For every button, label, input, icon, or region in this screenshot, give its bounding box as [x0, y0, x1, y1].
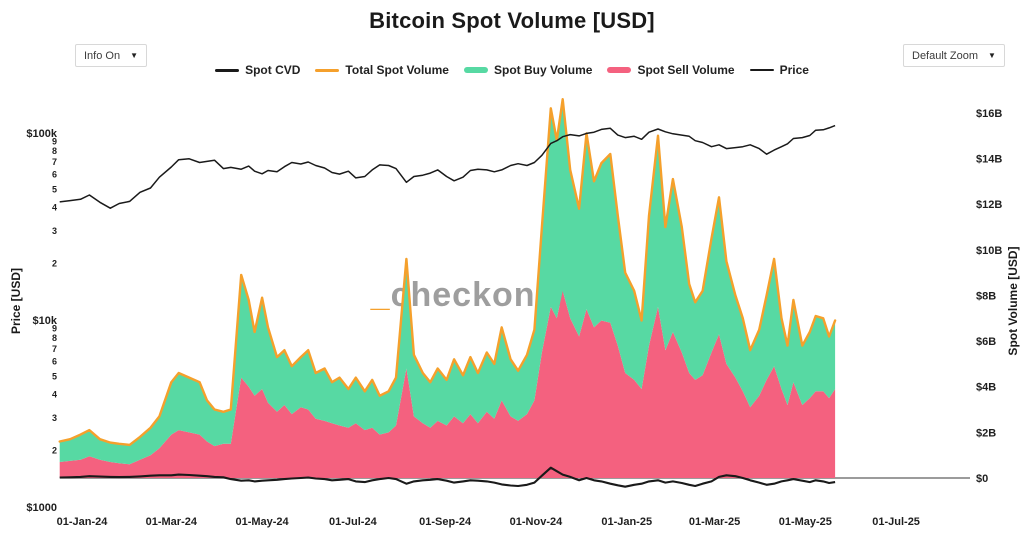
left-axis-minor-tick-label: 5 — [52, 371, 57, 381]
x-axis-tick-label: 01-Jul-24 — [329, 516, 378, 528]
legend-swatch-icon — [463, 67, 488, 73]
left-axis-minor-tick-label: 8 — [52, 333, 57, 343]
left-axis-minor-tick-label: 4 — [52, 202, 57, 212]
legend-item-label: Spot Buy Volume — [493, 63, 593, 77]
right-axis-tick-label: $6B — [976, 336, 996, 348]
legend-item-spot-cvd[interactable]: Spot CVD — [215, 63, 300, 77]
legend-swatch-icon — [749, 69, 774, 71]
right-axis-tick-label: $16B — [976, 108, 1002, 120]
spot-cvd-line — [59, 466, 836, 488]
x-axis-tick-label: 01-May-24 — [235, 516, 289, 528]
x-axis-tick-label: 01-Jan-24 — [57, 516, 109, 528]
legend-swatch-icon — [607, 67, 632, 73]
info-toggle-dropdown[interactable]: Info On ▼ — [75, 44, 147, 67]
right-axis-tick-label: $2B — [976, 427, 996, 439]
right-axis-tick-label: $8B — [976, 290, 996, 302]
x-axis-tick-label: 01-Mar-25 — [689, 516, 740, 528]
right-axis-tick-label: $12B — [976, 199, 1002, 211]
legend-item-label: Total Spot Volume — [345, 63, 449, 77]
page-title: Bitcoin Spot Volume [USD] — [369, 8, 655, 33]
left-axis-minor-tick-label: 2 — [52, 259, 57, 269]
legend-swatch-icon — [315, 68, 340, 72]
left-axis-minor-tick-label: 9 — [52, 324, 57, 334]
x-axis-tick-label: 01-Jul-25 — [872, 516, 920, 528]
x-axis-tick-label: 01-Jan-25 — [601, 516, 652, 528]
watermark-underscore: _ — [370, 276, 391, 314]
left-axis-minor-tick-label: 6 — [52, 169, 57, 179]
left-axis-tick-label: $1000 — [26, 502, 57, 514]
x-axis-tick-label: 01-May-25 — [779, 516, 832, 528]
left-axis-minor-tick-label: 9 — [52, 137, 57, 147]
x-axis-tick-label: 01-Sep-24 — [419, 516, 472, 528]
caret-down-icon: ▼ — [130, 51, 138, 60]
legend-item-price[interactable]: Price — [749, 63, 809, 77]
left-axis-minor-tick-label: 8 — [52, 146, 57, 156]
caret-down-icon: ▼ — [988, 51, 996, 60]
left-axis-tick-label: $100k — [26, 128, 57, 140]
legend-swatch-icon — [215, 68, 240, 72]
zoom-preset-dropdown[interactable]: Default Zoom ▼ — [903, 44, 1005, 67]
legend-item-label: Price — [779, 63, 809, 77]
spot-buy-volume-area — [59, 99, 836, 465]
left-axis-minor-tick-label: 2 — [52, 446, 57, 456]
x-axis-tick-label: 01-Nov-24 — [510, 516, 563, 528]
info-toggle-label: Info On — [84, 49, 121, 62]
spot-sell-volume-area — [59, 290, 836, 478]
right-axis-tick-label: $4B — [976, 382, 996, 394]
legend-item-spot-sell-volume[interactable]: Spot Sell Volume — [607, 63, 735, 77]
legend-item-label: Spot Sell Volume — [637, 63, 735, 77]
right-axis-tick-label: $14B — [976, 154, 1002, 166]
total-spot-volume-line — [58, 98, 837, 447]
left-axis-minor-tick-label: 3 — [52, 226, 57, 236]
left-axis-minor-tick-label: 6 — [52, 356, 57, 366]
left-axis-minor-tick-label: 7 — [52, 157, 57, 167]
left-axis-minor-tick-label: 7 — [52, 344, 57, 354]
x-axis-tick-label: 01-Mar-24 — [146, 516, 198, 528]
legend-item-total-spot-volume[interactable]: Total Spot Volume — [315, 63, 449, 77]
right-axis-tick-label: $10B — [976, 245, 1002, 257]
right-axis-tick-label: $0 — [976, 473, 988, 485]
legend-item-label: Spot CVD — [245, 63, 301, 77]
left-axis-minor-tick-label: 5 — [52, 184, 57, 194]
zoom-preset-label: Default Zoom — [912, 49, 979, 62]
legend-item-spot-buy-volume[interactable]: Spot Buy Volume — [463, 63, 593, 77]
left-axis-minor-tick-label: 4 — [52, 389, 57, 399]
left-axis-tick-label: $10k — [33, 315, 58, 327]
left-axis-minor-tick-label: 3 — [52, 413, 57, 423]
chart-legend: Spot CVD Total Spot Volume Spot Buy Volume… — [0, 63, 1024, 77]
price-line — [59, 124, 836, 209]
